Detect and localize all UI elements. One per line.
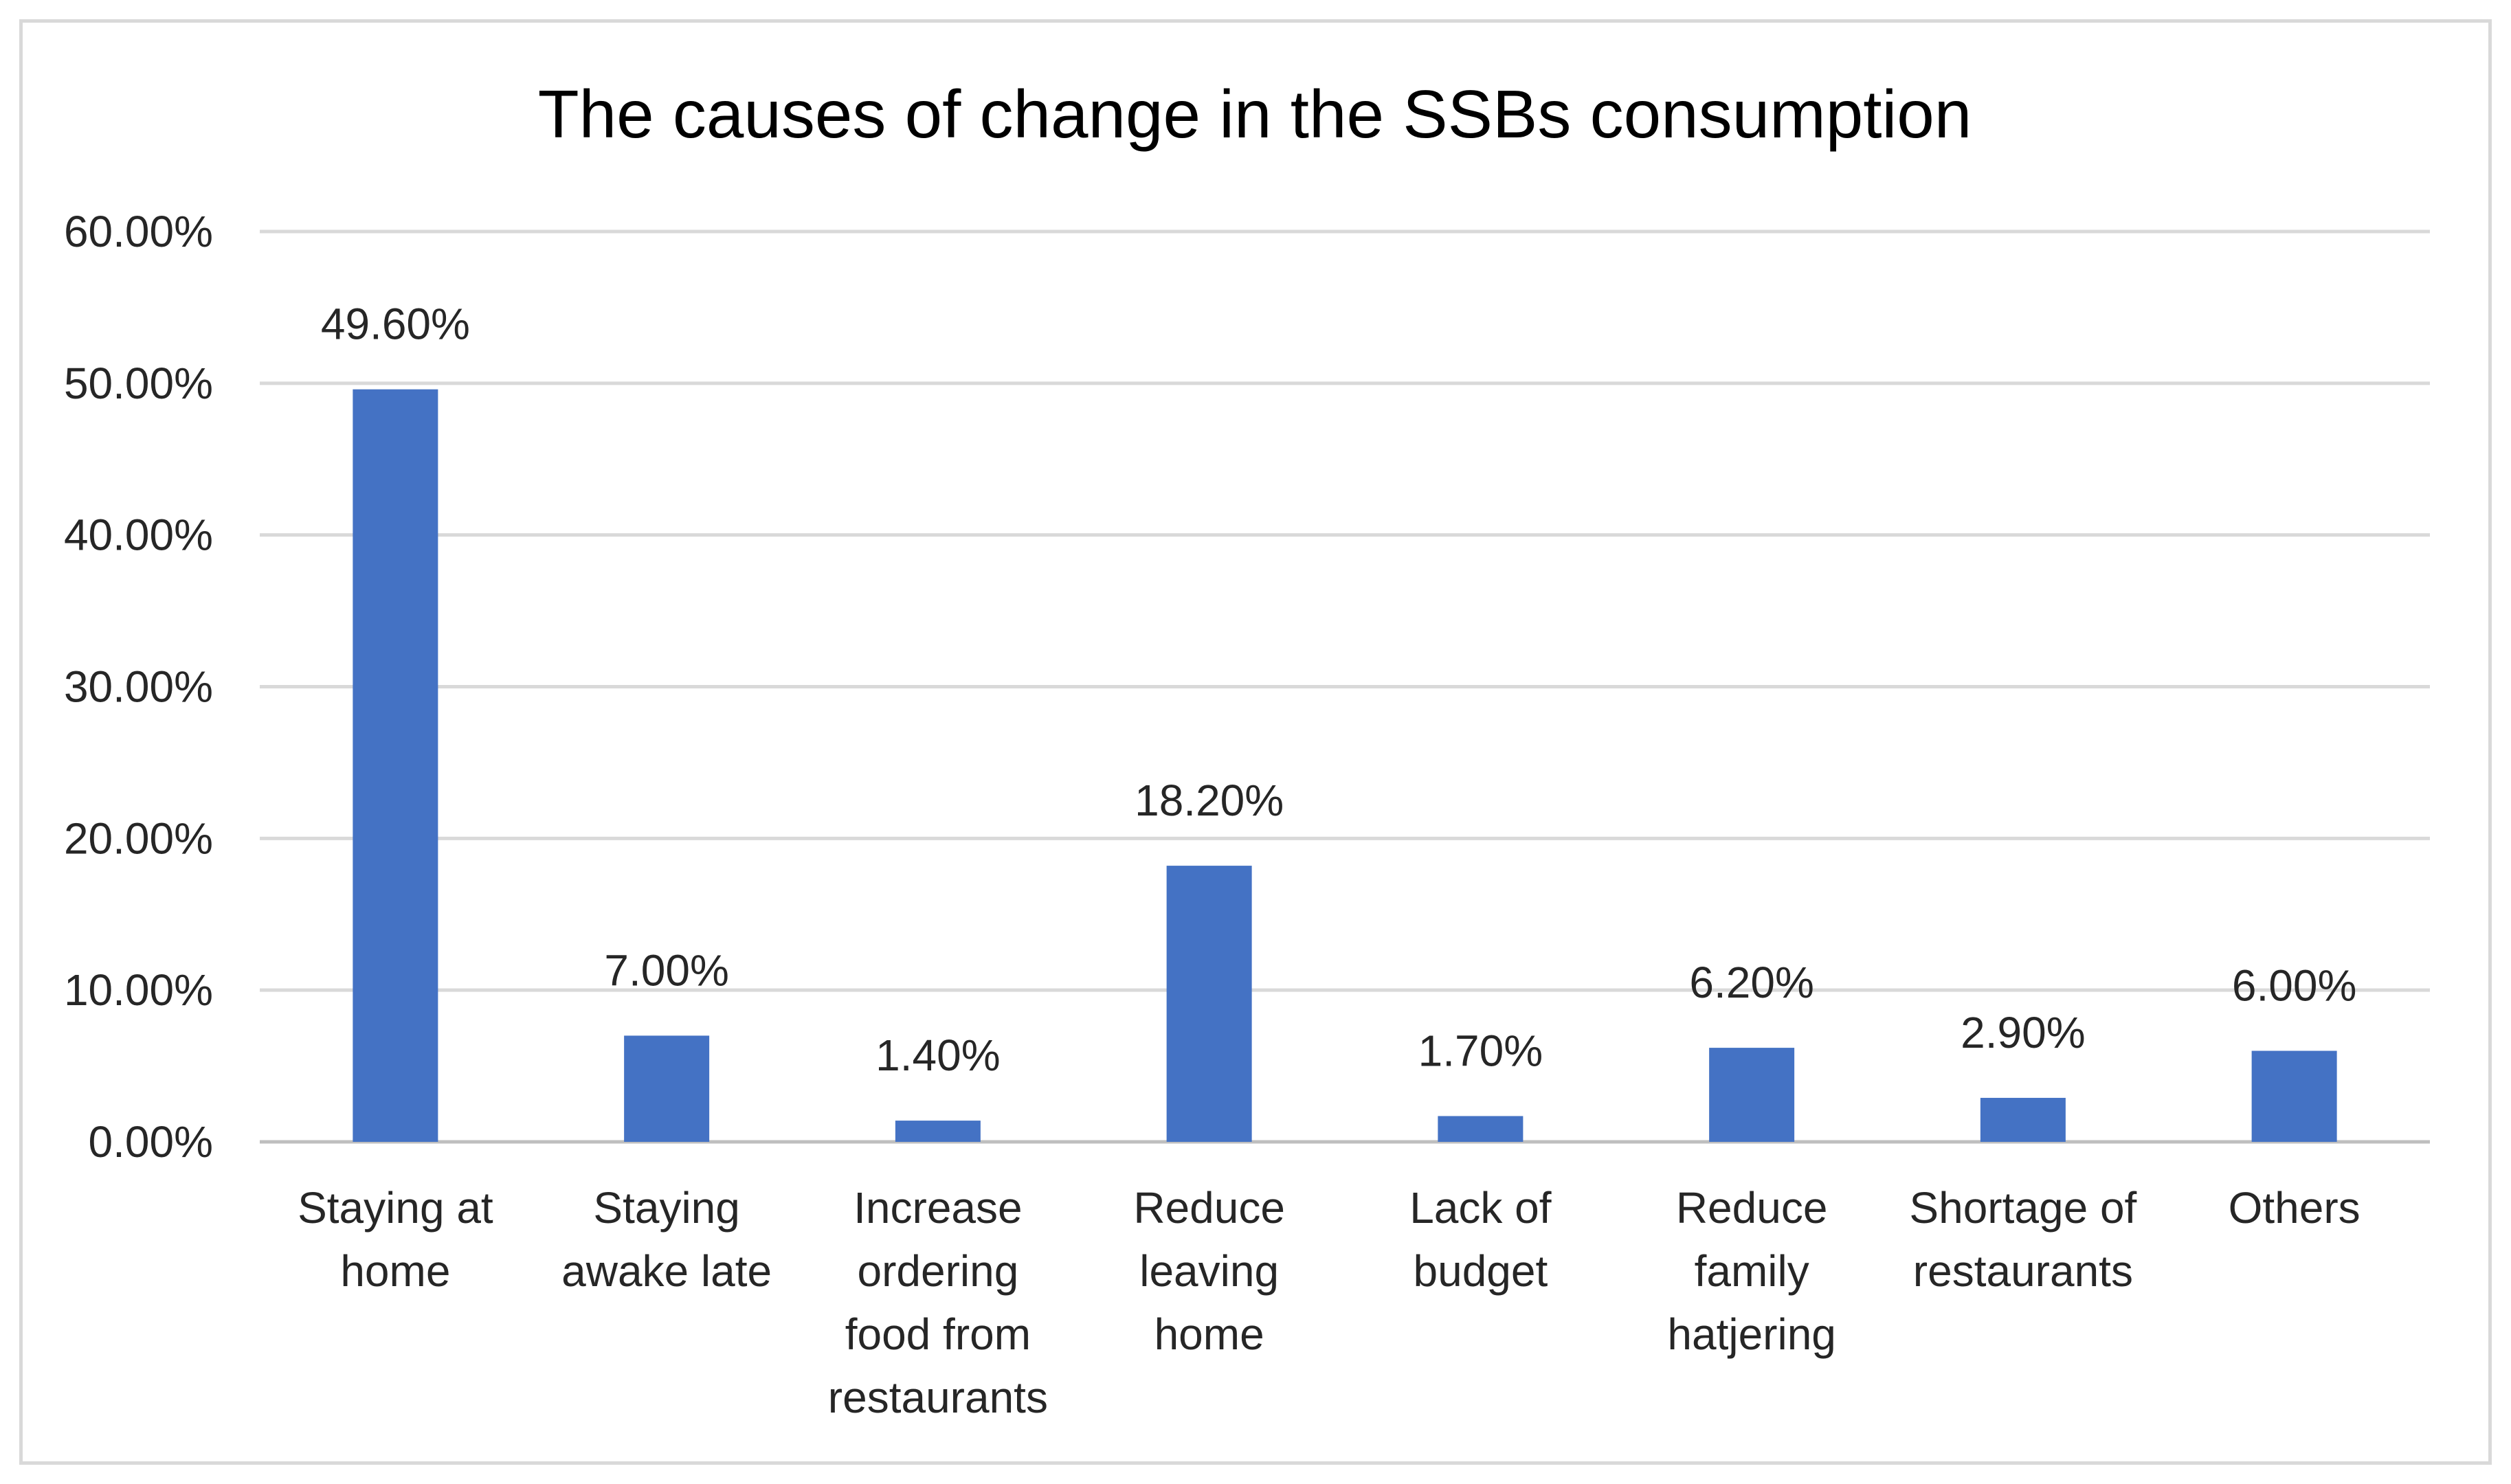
- category-label-line: hatjering: [1667, 1309, 1836, 1359]
- category-label-line: awake late: [561, 1246, 772, 1296]
- y-axis-ticks: 0.00% 10.00% 20.00% 30.00% 40.00% 50.00% 60.00…: [64, 207, 213, 1167]
- data-label: 1.70%: [1418, 1026, 1543, 1075]
- category-label-line: restaurants: [1913, 1246, 2133, 1296]
- category-label-line: Staying at: [298, 1183, 493, 1233]
- bar: [895, 1121, 981, 1142]
- category-label-line: home: [340, 1246, 450, 1296]
- bar: [353, 389, 438, 1142]
- data-label: 7.00%: [604, 945, 728, 995]
- data-label: 1.40%: [875, 1031, 1000, 1080]
- y-tick-label: 0.00%: [89, 1117, 213, 1167]
- y-tick-label: 40.00%: [64, 510, 213, 560]
- bar: [624, 1035, 710, 1142]
- category-label-line: leaving: [1139, 1246, 1279, 1296]
- y-tick-label: 10.00%: [64, 965, 213, 1015]
- data-label: 6.20%: [1689, 958, 1814, 1007]
- category-label-line: restaurants: [828, 1373, 1048, 1422]
- category-label-line: food from: [845, 1309, 1031, 1359]
- category-label-line: Staying: [593, 1183, 739, 1233]
- category-label: Others: [2229, 1183, 2361, 1233]
- category-label-line: Increase: [853, 1183, 1022, 1233]
- data-label: 18.20%: [1135, 776, 1284, 825]
- category-label: Reduce family hatjering: [1667, 1183, 1836, 1359]
- category-label-line: family: [1695, 1246, 1809, 1296]
- y-tick-label: 20.00%: [64, 813, 213, 863]
- category-label-line: Reduce: [1676, 1183, 1828, 1233]
- data-labels: 49.60% 7.00% 1.40% 18.20% 1.70% 6.20% 2.90% 6.0…: [321, 300, 2357, 1080]
- bars: [353, 389, 2337, 1142]
- data-label: 2.90%: [1961, 1008, 2085, 1057]
- category-labels: Staying at home Staying awake late Increase o…: [298, 1183, 2361, 1422]
- category-label: Increase ordering food from restaurants: [828, 1183, 1048, 1422]
- category-label-line: ordering: [857, 1246, 1018, 1296]
- bar: [1166, 866, 1252, 1142]
- bar: [1980, 1097, 2066, 1142]
- category-label: Shortage of restaurants: [1909, 1183, 2136, 1296]
- category-label-line: Lack of: [1409, 1183, 1552, 1233]
- y-tick-label: 30.00%: [64, 662, 213, 712]
- y-tick-label: 60.00%: [64, 207, 213, 256]
- category-label: Staying awake late: [561, 1183, 772, 1296]
- bar: [2251, 1050, 2337, 1142]
- data-label: 6.00%: [2232, 961, 2356, 1011]
- bar: [1438, 1116, 1524, 1142]
- category-label: Reduce leaving home: [1133, 1183, 1285, 1359]
- category-label-line: Shortage of: [1909, 1183, 2136, 1233]
- category-label-line: home: [1154, 1309, 1264, 1359]
- data-label: 49.60%: [321, 300, 470, 349]
- category-label: Staying at home: [298, 1183, 493, 1296]
- category-label-line: Others: [2229, 1183, 2361, 1233]
- chart-title: The causes of change in the SSBs consump…: [538, 76, 1972, 152]
- y-tick-label: 50.00%: [64, 359, 213, 408]
- category-label: Lack of budget: [1409, 1183, 1552, 1296]
- bar: [1709, 1048, 1795, 1142]
- category-label-line: budget: [1414, 1246, 1548, 1296]
- category-label-line: Reduce: [1133, 1183, 1285, 1233]
- gridlines: [260, 229, 2430, 1144]
